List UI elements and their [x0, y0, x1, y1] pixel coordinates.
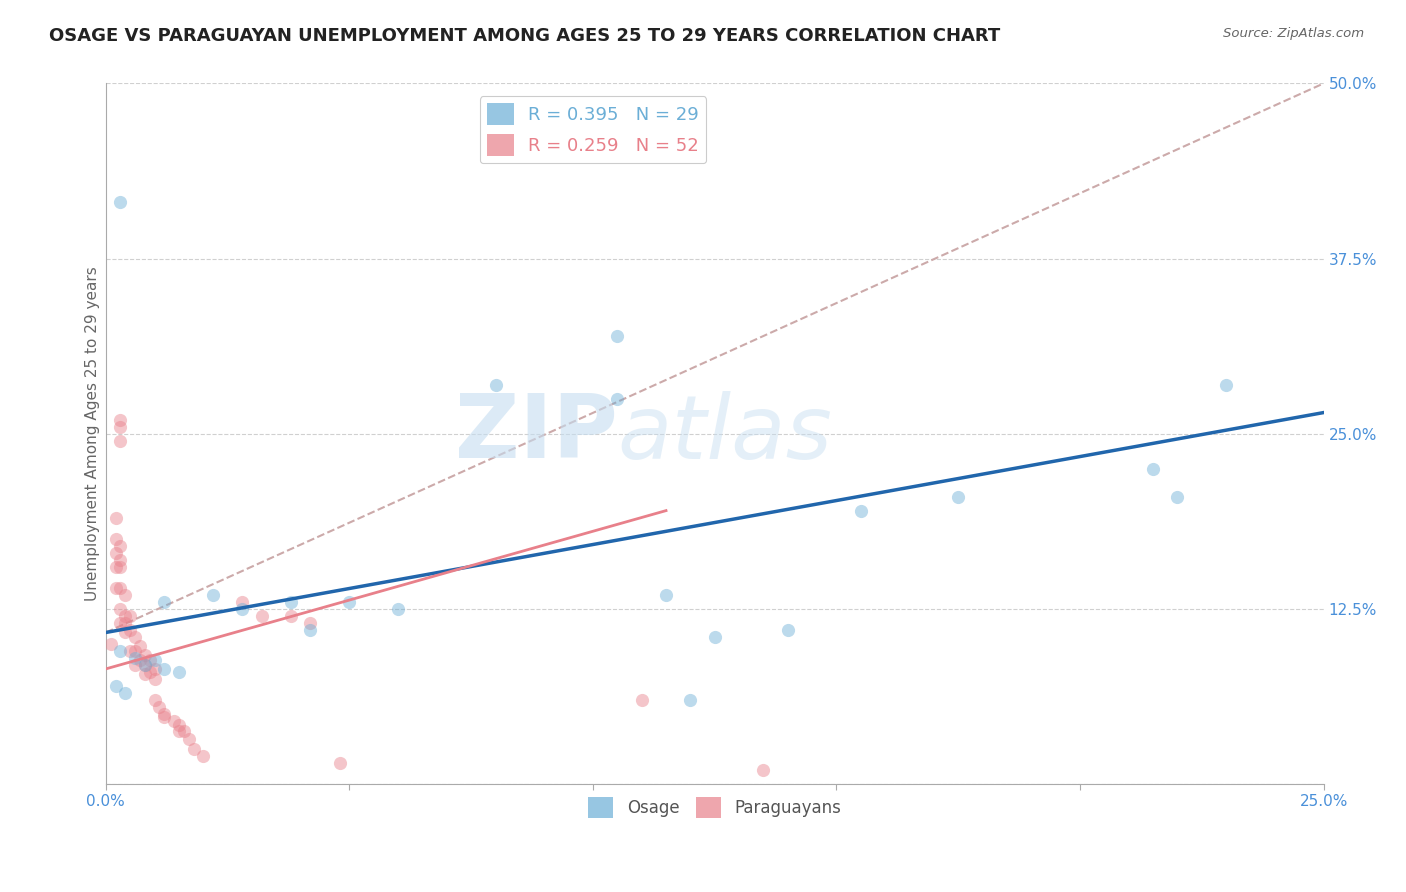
- Text: Source: ZipAtlas.com: Source: ZipAtlas.com: [1223, 27, 1364, 40]
- Point: [703, 630, 725, 644]
- Point: [104, 546, 127, 560]
- Point: [153, 709, 176, 723]
- Point: [153, 595, 176, 609]
- Point: [606, 328, 628, 343]
- Point: [110, 552, 132, 566]
- Point: [134, 657, 156, 672]
- Point: [114, 588, 136, 602]
- Point: [124, 657, 146, 672]
- Point: [104, 581, 127, 595]
- Point: [104, 510, 127, 524]
- Point: [104, 532, 127, 546]
- Point: [110, 643, 132, 657]
- Point: [110, 412, 132, 426]
- Point: [231, 601, 253, 615]
- Point: [110, 581, 132, 595]
- Point: [193, 748, 215, 763]
- Point: [173, 723, 195, 738]
- Point: [104, 559, 127, 574]
- Point: [776, 623, 799, 637]
- Point: [120, 623, 142, 637]
- Point: [110, 559, 132, 574]
- Point: [752, 763, 775, 777]
- Point: [167, 718, 190, 732]
- Point: [163, 714, 186, 728]
- Point: [153, 662, 176, 676]
- Point: [280, 595, 302, 609]
- Point: [606, 392, 628, 406]
- Point: [250, 608, 273, 623]
- Point: [299, 615, 322, 630]
- Point: [630, 692, 652, 706]
- Point: [948, 490, 970, 504]
- Point: [114, 686, 136, 700]
- Point: [110, 615, 132, 630]
- Point: [129, 640, 152, 654]
- Point: [183, 741, 205, 756]
- Point: [167, 723, 190, 738]
- Point: [124, 643, 146, 657]
- Point: [138, 665, 160, 679]
- Point: [114, 625, 136, 640]
- Point: [143, 692, 166, 706]
- Point: [134, 648, 156, 662]
- Point: [134, 667, 156, 681]
- Text: OSAGE VS PARAGUAYAN UNEMPLOYMENT AMONG AGES 25 TO 29 YEARS CORRELATION CHART: OSAGE VS PARAGUAYAN UNEMPLOYMENT AMONG A…: [49, 27, 1001, 45]
- Point: [153, 706, 176, 721]
- Point: [387, 601, 409, 615]
- Point: [100, 637, 122, 651]
- Point: [679, 692, 702, 706]
- Point: [104, 679, 127, 693]
- Point: [329, 756, 352, 770]
- Point: [1215, 377, 1237, 392]
- Point: [124, 650, 146, 665]
- Point: [484, 377, 506, 392]
- Point: [129, 653, 152, 667]
- Point: [1142, 461, 1164, 475]
- Y-axis label: Unemployment Among Ages 25 to 29 years: Unemployment Among Ages 25 to 29 years: [86, 266, 100, 601]
- Point: [177, 731, 200, 746]
- Point: [110, 601, 132, 615]
- Point: [138, 653, 160, 667]
- Point: [299, 623, 322, 637]
- Point: [120, 643, 142, 657]
- Point: [110, 419, 132, 434]
- Text: atlas: atlas: [617, 391, 832, 476]
- Point: [143, 672, 166, 686]
- Point: [124, 630, 146, 644]
- Point: [280, 608, 302, 623]
- Point: [143, 662, 166, 676]
- Point: [339, 595, 361, 609]
- Point: [110, 195, 132, 210]
- Point: [134, 657, 156, 672]
- Point: [110, 434, 132, 448]
- Point: [202, 588, 225, 602]
- Text: ZIP: ZIP: [454, 390, 617, 477]
- Point: [143, 653, 166, 667]
- Legend: Osage, Paraguayans: Osage, Paraguayans: [582, 790, 848, 824]
- Point: [114, 608, 136, 623]
- Point: [231, 595, 253, 609]
- Point: [120, 608, 142, 623]
- Point: [655, 588, 678, 602]
- Point: [148, 699, 170, 714]
- Point: [110, 539, 132, 553]
- Point: [1166, 490, 1188, 504]
- Point: [114, 615, 136, 630]
- Point: [849, 503, 872, 517]
- Point: [167, 665, 190, 679]
